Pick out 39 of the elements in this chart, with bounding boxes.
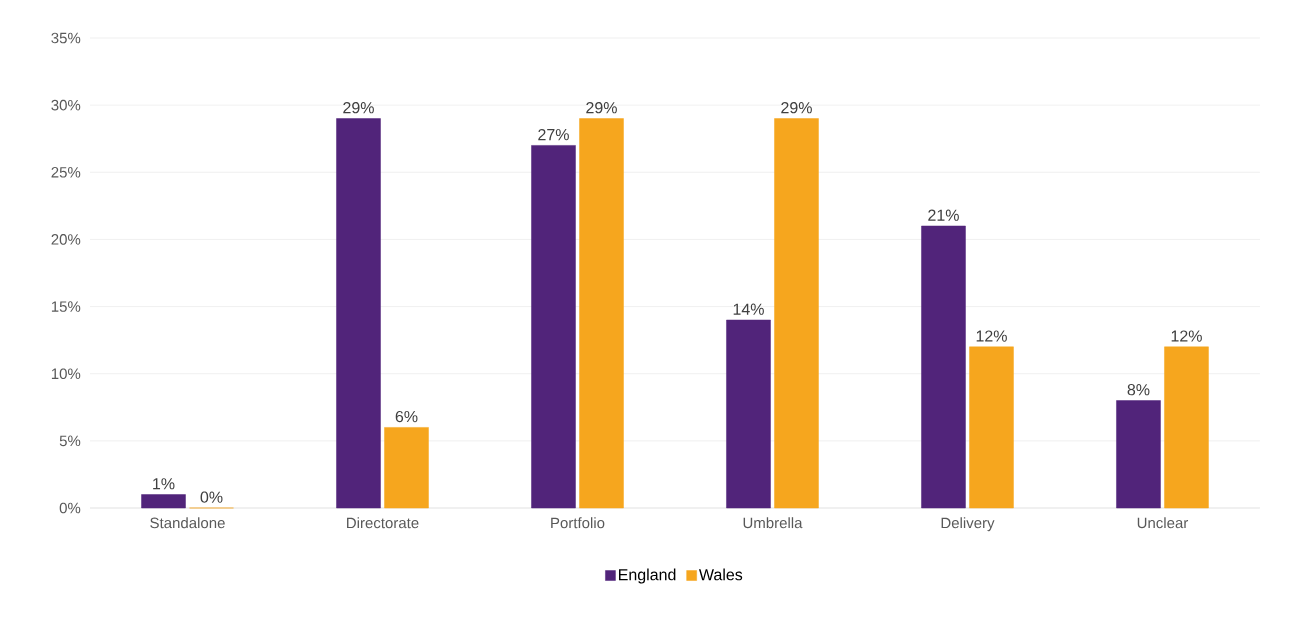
data-label: 6% [395,410,418,423]
y-tick-label: 25% [51,166,81,178]
x-tick-label: Directorate [347,517,419,529]
bar [921,225,966,509]
data-label: 0% [200,491,223,503]
bar [384,427,429,509]
data-label: 12% [976,330,1007,342]
bar [1116,400,1161,509]
bar [336,118,381,509]
y-tick-label: 20% [51,234,81,245]
y-tick-label: 35% [51,32,81,44]
y-tick-label: 30% [51,99,81,111]
bar [1164,346,1209,509]
data-label: 29% [586,102,617,114]
data-label: 21% [928,209,959,221]
x-tick-label: Standalone [150,517,225,529]
y-tick-label: 0% [59,502,81,514]
y-tick-label: 10% [51,368,81,380]
x-tick-label: Portfolio [551,517,605,529]
data-label: 27% [538,128,569,141]
legend-label: Wales [698,568,743,581]
bar [531,145,576,509]
y-tick-label: 5% [59,435,81,447]
data-label: 12% [1171,330,1202,342]
bar [579,118,624,509]
data-label: 1% [153,478,175,490]
x-tick-label: Delivery [941,517,995,532]
data-label: 29% [781,102,812,114]
y-tick-label: 15% [51,301,81,312]
data-label: 8% [1127,384,1150,396]
bar [141,494,186,509]
bar [969,346,1014,509]
bar [726,319,771,509]
bar [774,118,819,509]
x-tick-label: Unclear [1137,517,1189,529]
data-label: 29% [343,102,374,114]
data-label: 14% [733,303,764,315]
legend-label: England [619,568,676,584]
x-tick-label: Umbrella [743,517,803,529]
